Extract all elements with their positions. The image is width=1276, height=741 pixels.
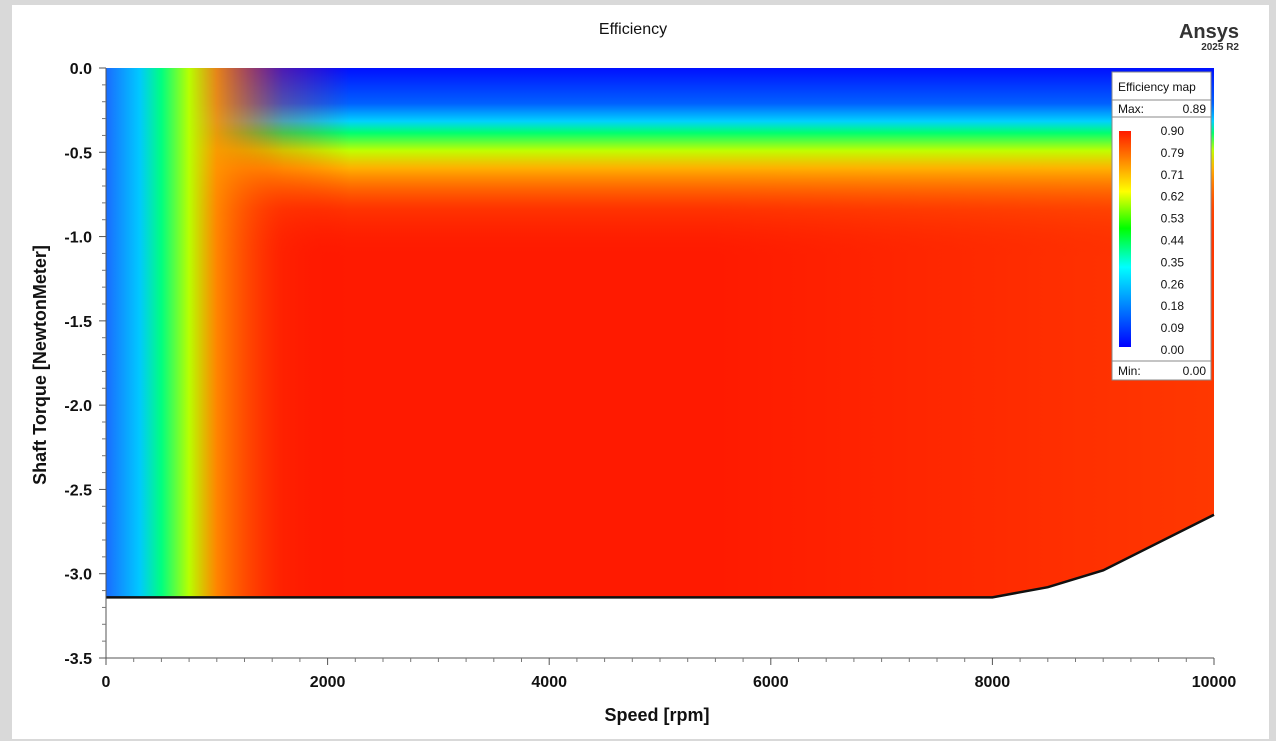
legend-level-label: 0.18: [1161, 299, 1185, 313]
y-tick-label: -1.0: [64, 230, 92, 247]
y-axis-ticks: 0.0 -0.5 -1.0 -1.5 -2.0 -2.5 -3.0 -3.5: [64, 61, 106, 668]
chart-panel: 0 2000 4000 6000 8000 10000 0.0 -0.5 -1.0 -1.5 -2…: [12, 5, 1269, 739]
x-tick-label: 8000: [975, 674, 1011, 691]
efficiency-chart: 0 2000 4000 6000 8000 10000 0.0 -0.5 -1.0 -1.5 -2…: [30, 21, 1239, 725]
brand-logo-text: Ansys: [1179, 21, 1239, 43]
efficiency-heatmap: [106, 68, 1214, 598]
x-tick-label: 4000: [531, 674, 567, 691]
legend-color-bar: [1119, 131, 1131, 347]
y-tick-label: -3.0: [64, 567, 92, 584]
legend-level-label: 0.62: [1161, 190, 1185, 204]
legend-level-label: 0.00: [1161, 343, 1185, 357]
brand-version: 2025 R2: [1201, 42, 1239, 53]
legend-min-label: Min:: [1118, 364, 1141, 378]
y-tick-label: -3.5: [64, 651, 92, 668]
x-tick-label: 2000: [310, 674, 346, 691]
legend-level-label: 0.71: [1161, 168, 1185, 182]
x-tick-label: 10000: [1192, 674, 1237, 691]
legend-level-label: 0.44: [1161, 234, 1185, 248]
torque-speed-boundary: [106, 513, 1215, 599]
x-tick-label: 6000: [753, 674, 789, 691]
x-tick-label: 0: [102, 674, 111, 691]
y-axis-title: Shaft Torque [NewtonMeter]: [30, 245, 50, 485]
legend-min-value: 0.00: [1183, 364, 1207, 378]
legend-title: Efficiency map: [1118, 80, 1196, 94]
legend-max-value: 0.89: [1183, 102, 1207, 116]
legend-level-label: 0.35: [1161, 255, 1185, 269]
legend-level-label: 0.26: [1161, 277, 1185, 291]
legend-level-label: 0.09: [1161, 321, 1185, 335]
legend-level-label: 0.79: [1161, 146, 1185, 160]
legend-level-label: 0.53: [1161, 212, 1185, 226]
y-tick-label: -0.5: [64, 145, 92, 162]
y-tick-label: -2.0: [64, 398, 92, 415]
legend-level-label: 0.90: [1161, 124, 1185, 138]
x-axis-title: Speed [rpm]: [604, 705, 709, 725]
y-tick-label: -1.5: [64, 314, 92, 331]
legend: Efficiency map Max: 0.89 0.90 0.79 0.71 0.6…: [1111, 71, 1212, 381]
y-tick-label: -2.5: [64, 482, 92, 499]
legend-max-label: Max:: [1118, 102, 1144, 116]
chart-title: Efficiency: [599, 21, 667, 38]
x-axis-ticks: 0 2000 4000 6000 8000 10000: [102, 658, 1237, 691]
y-tick-label: 0.0: [70, 61, 92, 78]
